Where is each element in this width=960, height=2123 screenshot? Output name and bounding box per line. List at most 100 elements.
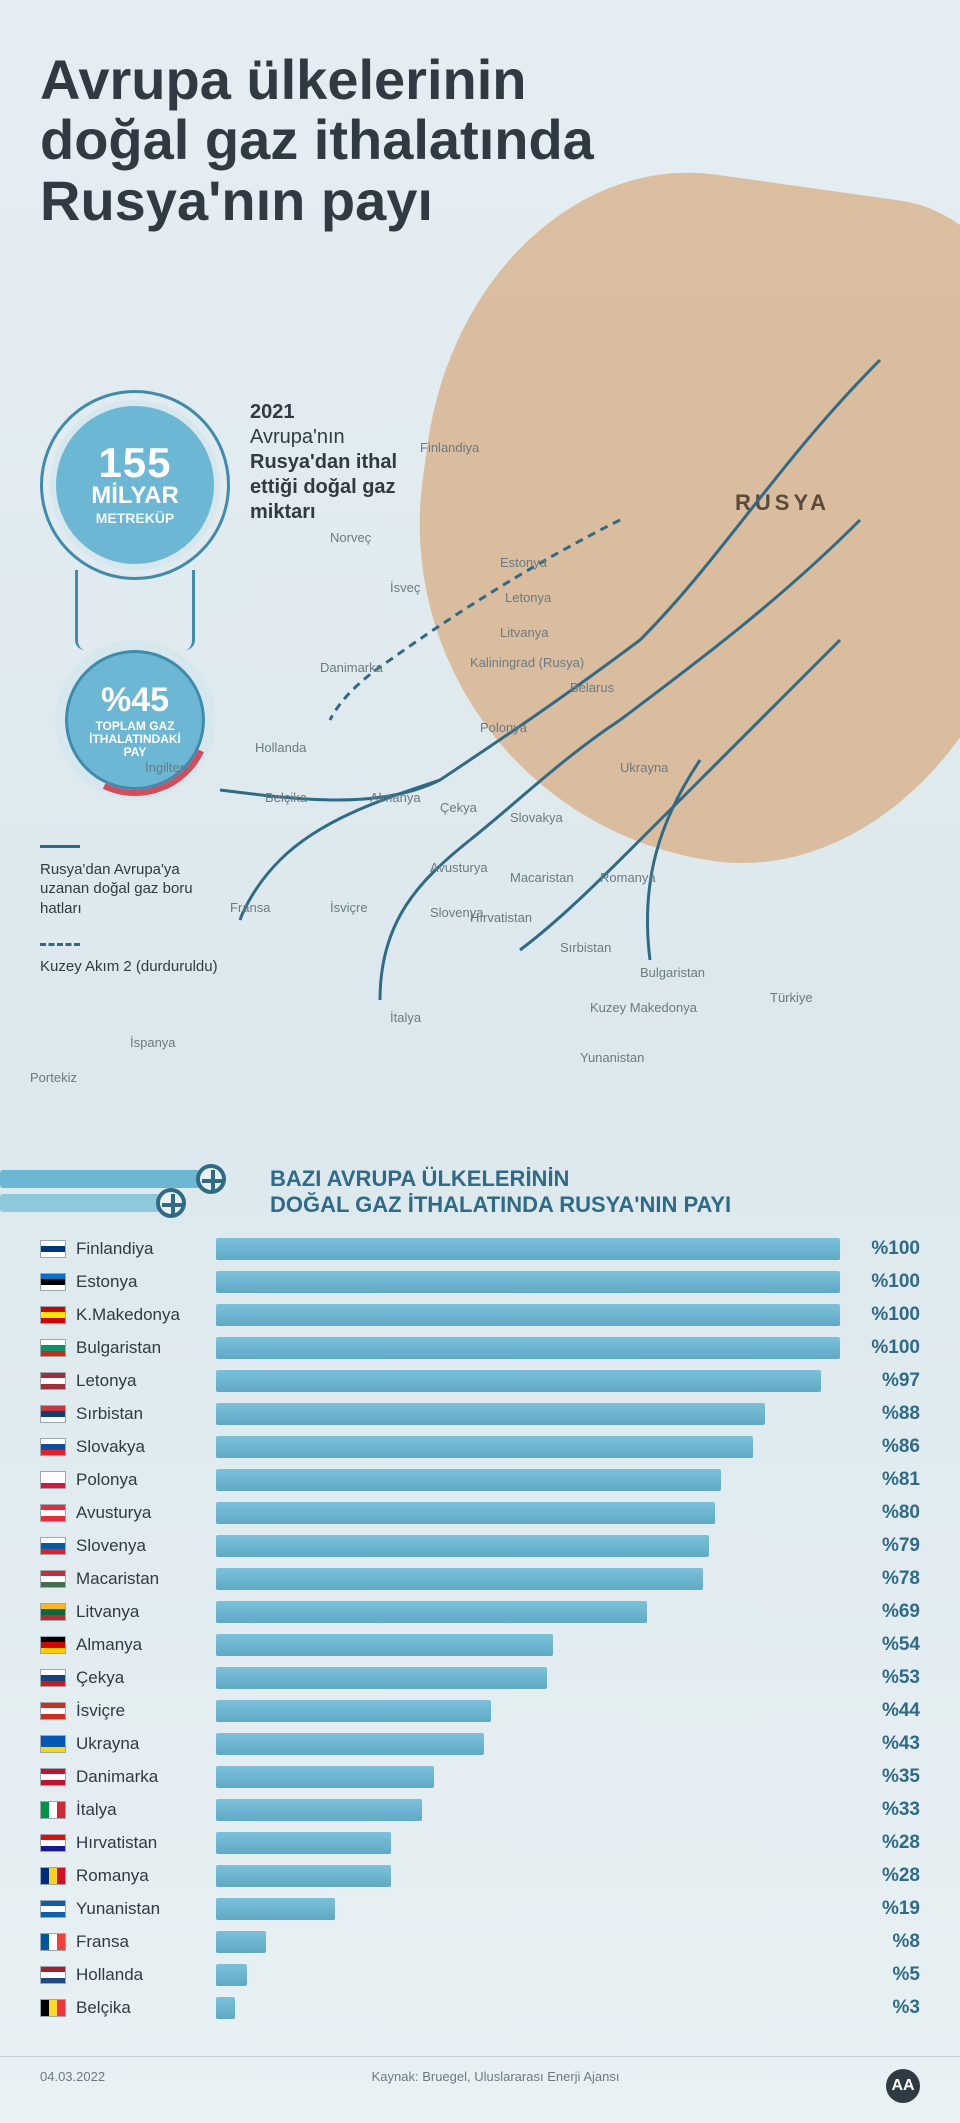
bar-track [216,1403,840,1425]
bar-fill [216,1634,553,1656]
map-country-label: Kuzey Makedonya [590,1000,697,1015]
bar-fill [216,1733,484,1755]
russia-label: RUSYA [735,490,830,516]
stat-connector [75,570,195,650]
bar-value: %19 [840,1898,920,1920]
page-title: Avrupa ülkelerinin doğal gaz ithalatında… [40,50,660,231]
country-name: Hollanda [76,1965,216,1985]
bar-value: %100 [840,1238,920,1260]
country-name: Hırvatistan [76,1833,216,1853]
bar-track [216,1997,840,2019]
bar-track [216,1832,840,1854]
bar-value: %86 [840,1436,920,1458]
flag-icon [40,1240,66,1258]
infographic-page: RUSYA Avrupa ülkelerinin doğal gaz ithal… [0,0,960,2123]
bar-row: Yunanistan%19 [40,1894,920,1924]
bar-row: Avusturya%80 [40,1498,920,1528]
agency-logo: AA [886,2069,920,2103]
flag-icon [40,1405,66,1423]
map-section: RUSYA Avrupa ülkelerinin doğal gaz ithal… [0,0,960,1160]
flag-icon [40,1867,66,1885]
bar-row: Estonya%100 [40,1267,920,1297]
bar-value: %53 [840,1667,920,1689]
map-country-label: Danimarka [320,660,383,675]
flag-icon [40,1438,66,1456]
flag-icon [40,1603,66,1621]
flag-icon [40,1504,66,1522]
map-country-label: Çekya [440,800,477,815]
country-name: K.Makedonya [76,1305,216,1325]
bar-value: %43 [840,1733,920,1755]
bar-value: %44 [840,1700,920,1722]
map-country-label: Bulgaristan [640,965,705,980]
bar-value: %100 [840,1337,920,1359]
flag-icon [40,1636,66,1654]
stat-circle-share: %45 TOPLAM GAZ İTHALATINDAKİ PAY [55,640,215,800]
bar-fill [216,1535,709,1557]
flag-icon [40,1471,66,1489]
country-name: Belçika [76,1998,216,2018]
bar-track [216,1634,840,1656]
bar-track [216,1733,840,1755]
bar-track [216,1799,840,1821]
bar-fill [216,1997,235,2019]
bar-track [216,1931,840,1953]
bar-track [216,1766,840,1788]
country-name: Avusturya [76,1503,216,1523]
bar-track [216,1238,840,1260]
map-country-label: Portekiz [30,1070,77,1085]
bar-fill [216,1700,491,1722]
map-country-label: Ukrayna [620,760,668,775]
bar-fill [216,1931,266,1953]
country-name: Letonya [76,1371,216,1391]
bar-row: Danimarka%35 [40,1762,920,1792]
country-name: Slovenya [76,1536,216,1556]
bar-track [216,1469,840,1491]
map-country-label: İtalya [390,1010,421,1025]
stat2-l1: TOPLAM GAZ [95,720,174,733]
bar-value: %33 [840,1799,920,1821]
bar-row: Romanya%28 [40,1861,920,1891]
map-country-label: Belarus [570,680,614,695]
map-country-label: Belçika [265,790,307,805]
bar-row: Finlandiya%100 [40,1234,920,1264]
bar-track [216,1898,840,1920]
bar-row: Macaristan%78 [40,1564,920,1594]
valve-icon [196,1164,226,1194]
bar-row: Belçika%3 [40,1993,920,2023]
flag-icon [40,1933,66,1951]
bar-value: %54 [840,1634,920,1656]
map-country-label: Hırvatistan [470,910,532,925]
bar-value: %35 [840,1766,920,1788]
country-name: Ukrayna [76,1734,216,1754]
flag-icon [40,1306,66,1324]
bar-fill [216,1436,753,1458]
country-name: Romanya [76,1866,216,1886]
bar-fill [216,1568,703,1590]
bar-row: Ukrayna %43 [40,1729,920,1759]
country-name: Fransa [76,1932,216,1952]
footer-source: Kaynak: Bruegel, Uluslararası Enerji Aja… [372,2069,620,2103]
pipeline-legend: Rusya'dan Avrupa'ya uzanan doğal gaz bor… [40,840,220,977]
flag-icon [40,1372,66,1390]
stat2-l3: PAY [124,746,147,759]
stat2-value: %45 [101,681,169,720]
stat1-value: 155 [98,444,171,482]
map-country-label: İspanya [130,1035,176,1050]
bar-row: İsviçre%44 [40,1696,920,1726]
flag-icon [40,1669,66,1687]
bar-track [216,1601,840,1623]
map-country-label: Estonya [500,555,547,570]
bar-value: %88 [840,1403,920,1425]
flag-icon [40,1801,66,1819]
map-country-label: Yunanistan [580,1050,644,1065]
map-country-label: Finlandiya [420,440,479,455]
map-country-label: Romanya [600,870,656,885]
map-country-label: Letonya [505,590,551,605]
flag-icon [40,1966,66,1984]
bar-value: %28 [840,1832,920,1854]
stat1-year: 2021 [250,401,295,423]
bar-row: Slovenya%79 [40,1531,920,1561]
flag-icon [40,1537,66,1555]
bar-row: Hollanda%5 [40,1960,920,1990]
